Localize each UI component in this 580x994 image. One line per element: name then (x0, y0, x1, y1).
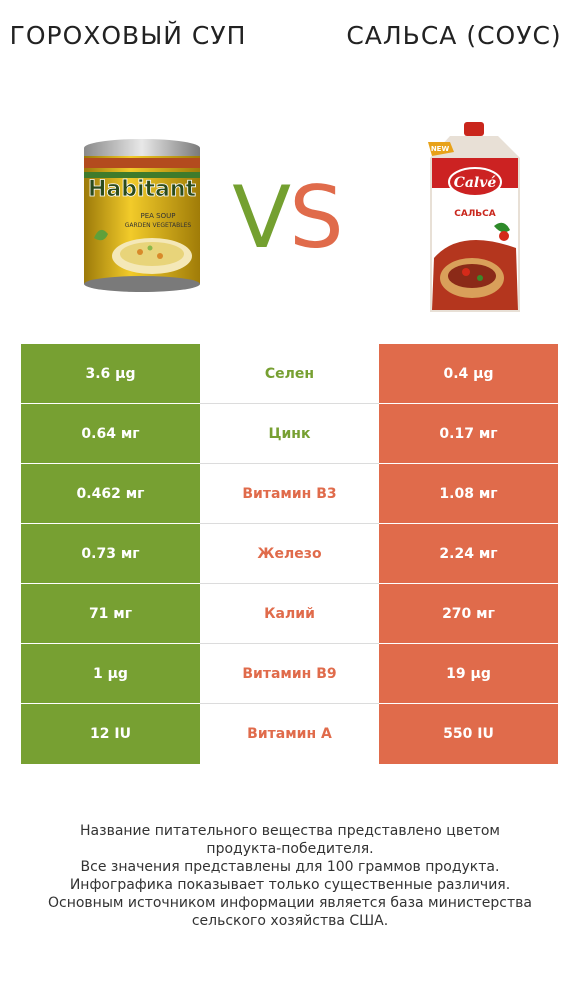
nutrient-name: Цинк (200, 404, 379, 464)
right-value: 270 мг (379, 584, 558, 644)
pouch-new-badge: NEW (431, 145, 450, 153)
left-value: 0.73 мг (21, 524, 200, 584)
footer-line: Название питательного вещества представл… (80, 823, 500, 839)
footer-line: продукта-победителя. (206, 841, 374, 857)
pouch-brand-text: Calvé (454, 175, 497, 191)
right-product-title: Сальса (соус) (346, 21, 562, 50)
right-value: 0.17 мг (379, 404, 558, 464)
left-value: 71 мг (21, 584, 200, 644)
right-value: 550 IU (379, 704, 558, 764)
table-row: 0.73 мг Железо 2.24 мг (21, 524, 558, 584)
footer-line: Все значения представлены для 100 граммо… (80, 859, 500, 875)
footer-note: Название питательного вещества представл… (20, 822, 560, 930)
table-row: 1 µg Витамин B9 19 µg (21, 644, 558, 704)
footer-line: Инфографика показывает только существенн… (69, 877, 511, 893)
pea-soup-can-image: Habitant PEA SOUP GARDEN VEGETABLES (84, 139, 200, 292)
table-row: 12 IU Витамин A 550 IU (21, 704, 558, 764)
can-subtitle1: PEA SOUP (141, 212, 176, 220)
table-row: 0.462 мг Витамин B3 1.08 мг (21, 464, 558, 524)
right-value: 0.4 µg (379, 344, 558, 404)
table-row: 71 мг Калий 270 мг (21, 584, 558, 644)
vs-label: VS (232, 168, 343, 268)
can-subtitle2: GARDEN VEGETABLES (125, 222, 192, 229)
left-value: 0.462 мг (21, 464, 200, 524)
left-value: 12 IU (21, 704, 200, 764)
pouch-label-text: САЛЬСА (454, 209, 496, 219)
left-value: 0.64 мг (21, 404, 200, 464)
left-product-title: Гороховый суп (9, 21, 247, 50)
footer-line: сельского хозяйства США. (191, 913, 389, 929)
right-value: 1.08 мг (379, 464, 558, 524)
nutrient-name: Витамин A (200, 704, 379, 764)
salsa-pouch-image: Calvé NEW САЛЬСА (428, 122, 520, 312)
table-row: 3.6 µg Селен 0.4 µg (21, 344, 558, 404)
right-value: 19 µg (379, 644, 558, 704)
can-brand-text: Habitant (88, 177, 197, 202)
left-value: 3.6 µg (21, 344, 200, 404)
nutrient-name: Витамин B9 (200, 644, 379, 704)
right-value: 2.24 мг (379, 524, 558, 584)
nutrient-name: Селен (200, 344, 379, 404)
nutrient-name: Витамин B3 (200, 464, 379, 524)
footer-line: Основным источником информации является … (48, 895, 532, 911)
table-row: 0.64 мг Цинк 0.17 мг (21, 404, 558, 464)
nutrient-name: Железо (200, 524, 379, 584)
nutrient-name: Калий (200, 584, 379, 644)
left-value: 1 µg (21, 644, 200, 704)
comparison-table: 3.6 µg Селен 0.4 µg 0.64 мг Цинк 0.17 мг… (21, 344, 558, 764)
